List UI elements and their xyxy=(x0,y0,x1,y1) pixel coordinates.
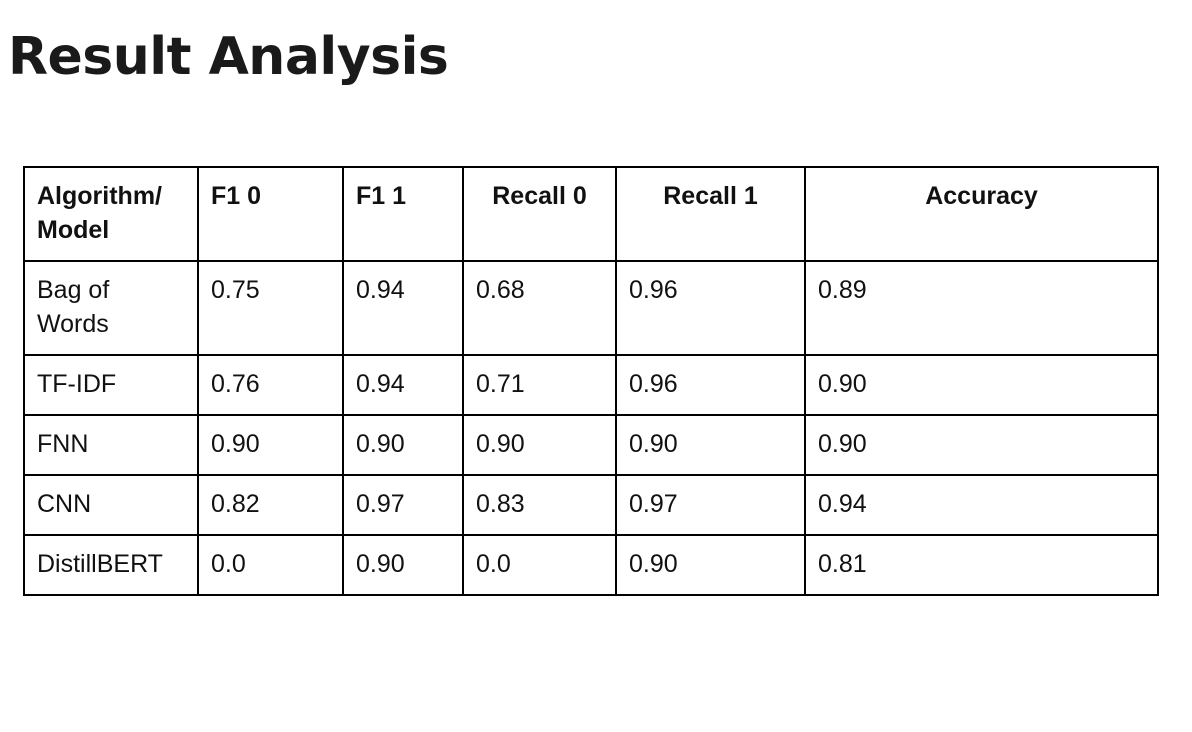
table-row: Bag of Words 0.75 0.94 0.68 0.96 0.89 xyxy=(23,260,1159,356)
page-title: Result Analysis xyxy=(8,27,449,87)
cell-model: CNN xyxy=(23,474,199,536)
column-header-model: Algorithm/ Model xyxy=(23,166,199,262)
cell-f1-1: 0.94 xyxy=(342,260,464,356)
table-header-row: Algorithm/ Model F1 0 F1 1 Recall 0 Reca… xyxy=(23,166,1159,262)
cell-model: Bag of Words xyxy=(23,260,199,356)
cell-f1-0: 0.75 xyxy=(197,260,344,356)
cell-model: TF-IDF xyxy=(23,354,199,416)
cell-f1-1: 0.90 xyxy=(342,414,464,476)
column-header-accuracy: Accuracy xyxy=(804,166,1159,262)
cell-recall-0: 0.83 xyxy=(462,474,617,536)
cell-recall-1: 0.90 xyxy=(615,534,806,596)
cell-f1-0: 0.90 xyxy=(197,414,344,476)
cell-f1-0: 0.82 xyxy=(197,474,344,536)
cell-accuracy: 0.94 xyxy=(804,474,1159,536)
cell-accuracy: 0.81 xyxy=(804,534,1159,596)
column-header-f1-0: F1 0 xyxy=(197,166,344,262)
cell-accuracy: 0.90 xyxy=(804,354,1159,416)
table-row: CNN 0.82 0.97 0.83 0.97 0.94 xyxy=(23,474,1159,536)
cell-recall-1: 0.96 xyxy=(615,260,806,356)
cell-recall-0: 0.68 xyxy=(462,260,617,356)
cell-recall-0: 0.90 xyxy=(462,414,617,476)
cell-recall-1: 0.90 xyxy=(615,414,806,476)
cell-recall-1: 0.96 xyxy=(615,354,806,416)
column-header-f1-1: F1 1 xyxy=(342,166,464,262)
cell-accuracy: 0.89 xyxy=(804,260,1159,356)
column-header-recall-0: Recall 0 xyxy=(462,166,617,262)
cell-f1-0: 0.76 xyxy=(197,354,344,416)
cell-f1-0: 0.0 xyxy=(197,534,344,596)
table-row: DistillBERT 0.0 0.90 0.0 0.90 0.81 xyxy=(23,534,1159,596)
cell-f1-1: 0.90 xyxy=(342,534,464,596)
results-table: Algorithm/ Model F1 0 F1 1 Recall 0 Reca… xyxy=(23,166,1159,596)
table-row: FNN 0.90 0.90 0.90 0.90 0.90 xyxy=(23,414,1159,476)
table-row: TF-IDF 0.76 0.94 0.71 0.96 0.90 xyxy=(23,354,1159,416)
cell-f1-1: 0.94 xyxy=(342,354,464,416)
cell-recall-0: 0.71 xyxy=(462,354,617,416)
cell-accuracy: 0.90 xyxy=(804,414,1159,476)
cell-f1-1: 0.97 xyxy=(342,474,464,536)
cell-recall-1: 0.97 xyxy=(615,474,806,536)
cell-recall-0: 0.0 xyxy=(462,534,617,596)
cell-model: DistillBERT xyxy=(23,534,199,596)
column-header-recall-1: Recall 1 xyxy=(615,166,806,262)
cell-model: FNN xyxy=(23,414,199,476)
